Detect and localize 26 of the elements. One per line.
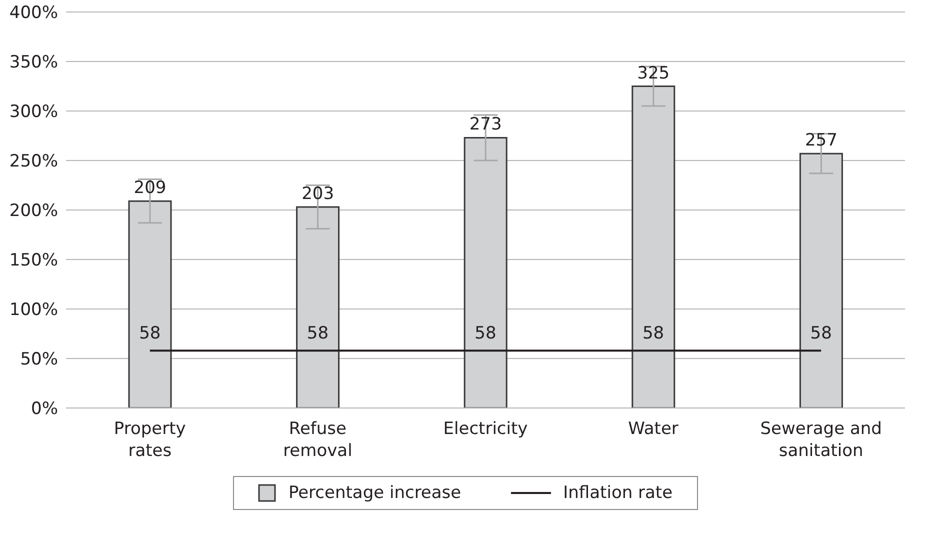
legend-label: Inflation rate — [563, 483, 673, 503]
x-tick-label: Property rates — [114, 419, 186, 461]
legend-label: Percentage increase — [288, 483, 462, 503]
y-tick-label: 200% — [9, 201, 58, 222]
data-label: 257 — [804, 130, 838, 151]
data-label: 203 — [302, 184, 334, 204]
y-tick-label: 0% — [31, 399, 58, 420]
y-tick-label: 400% — [9, 3, 58, 24]
y-tick-label: 150% — [9, 250, 58, 271]
data-label: 209 — [134, 178, 166, 198]
x-tick-label: Electricity — [443, 419, 528, 439]
y-tick-label: 250% — [9, 152, 58, 172]
y-tick-label: 100% — [9, 300, 58, 320]
data-label: 58 — [474, 324, 496, 344]
data-label: 325 — [637, 63, 670, 84]
data-label: 273 — [469, 114, 502, 135]
data-label: 58 — [642, 324, 664, 344]
data-label: 58 — [139, 324, 161, 344]
x-tick-label: Water — [628, 419, 678, 439]
y-tick-label: 50% — [20, 350, 58, 370]
data-label: 58 — [810, 324, 832, 344]
y-tick-label: 350% — [9, 52, 58, 73]
y-tick-label: 300% — [9, 102, 58, 122]
data-label: 58 — [306, 324, 329, 344]
x-tick-label: Sewerage and sanitation — [760, 419, 882, 461]
x-tick-label: Refuse removal — [283, 419, 352, 461]
